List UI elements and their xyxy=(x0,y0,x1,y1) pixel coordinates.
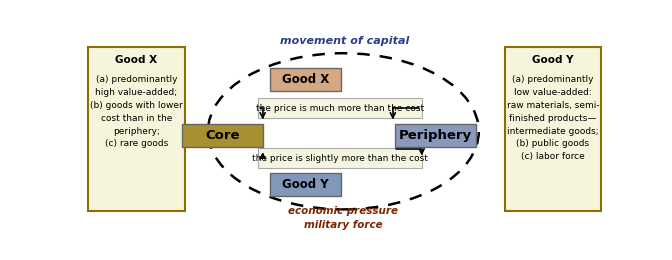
Text: (a) predominantly
high value-added;
(b) goods with lower
cost than in the
periph: (a) predominantly high value-added; (b) … xyxy=(90,75,183,148)
FancyBboxPatch shape xyxy=(270,68,341,91)
FancyBboxPatch shape xyxy=(270,173,341,196)
Text: the price is slightly more than the cost: the price is slightly more than the cost xyxy=(252,154,427,163)
Text: movement of capital: movement of capital xyxy=(280,36,409,46)
Text: Good Y: Good Y xyxy=(532,55,574,65)
Text: Good X: Good X xyxy=(282,73,329,86)
Text: economic pressure: economic pressure xyxy=(288,206,398,216)
FancyBboxPatch shape xyxy=(505,47,601,211)
FancyBboxPatch shape xyxy=(88,47,185,211)
FancyBboxPatch shape xyxy=(257,148,422,168)
Text: military force: military force xyxy=(304,220,382,230)
Text: Periphery: Periphery xyxy=(399,129,472,142)
Text: (a) predominantly
low value-added:
raw materials, semi-
finished products—
inter: (a) predominantly low value-added: raw m… xyxy=(507,75,599,161)
FancyBboxPatch shape xyxy=(257,98,422,118)
FancyBboxPatch shape xyxy=(395,124,476,147)
Text: the price is much more than the cost: the price is much more than the cost xyxy=(255,104,424,113)
Text: Good Y: Good Y xyxy=(282,178,329,191)
FancyBboxPatch shape xyxy=(182,124,263,147)
Text: Good X: Good X xyxy=(116,55,157,65)
Text: Core: Core xyxy=(205,129,239,142)
